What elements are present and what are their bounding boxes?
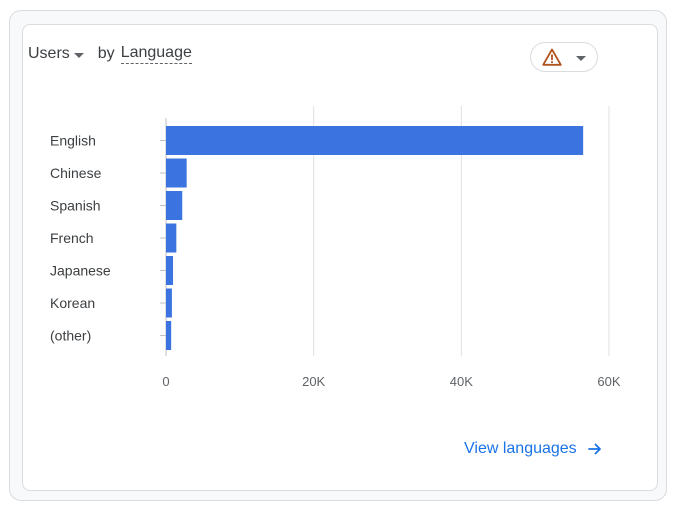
caret-down-icon <box>73 52 84 58</box>
arrow-right-icon <box>587 443 601 455</box>
bar-other <box>166 321 172 350</box>
language-bar-chart: English Chinese Spanish French Japanese Korea… <box>50 106 621 389</box>
by-label: by <box>97 45 115 62</box>
bar-french <box>166 223 177 253</box>
category-label: Spanish <box>50 198 101 214</box>
view-languages-label: View languages <box>464 440 577 457</box>
bar-korean <box>166 288 172 318</box>
category-label: Korean <box>50 295 95 311</box>
category-label: Chinese <box>50 165 102 181</box>
metric-label: Users <box>28 45 70 62</box>
warning-icon <box>542 48 562 66</box>
bar-chinese <box>166 158 187 188</box>
category-label: (other) <box>50 328 91 344</box>
view-languages-link[interactable]: View languages <box>464 440 603 458</box>
x-tick-label: 20K <box>302 374 325 389</box>
category-label: English <box>50 133 96 149</box>
metric-selector[interactable]: Users <box>28 45 84 63</box>
category-label: Japanese <box>50 263 111 279</box>
warning-menu-button[interactable] <box>530 42 598 72</box>
bar-english <box>166 126 584 155</box>
x-tick-label: 60K <box>597 374 620 389</box>
category-label: French <box>50 230 94 246</box>
menu-caret-down-icon <box>576 55 586 61</box>
language-card <box>22 24 658 491</box>
x-tick-label: 0 <box>162 374 169 389</box>
bar-spanish <box>166 191 183 220</box>
bar-japanese <box>166 256 174 285</box>
dimension-selector[interactable]: Language <box>120 44 192 64</box>
card-title: Users by Language <box>28 42 192 66</box>
widget-frame <box>9 10 667 501</box>
x-tick-label: 40K <box>450 374 473 389</box>
